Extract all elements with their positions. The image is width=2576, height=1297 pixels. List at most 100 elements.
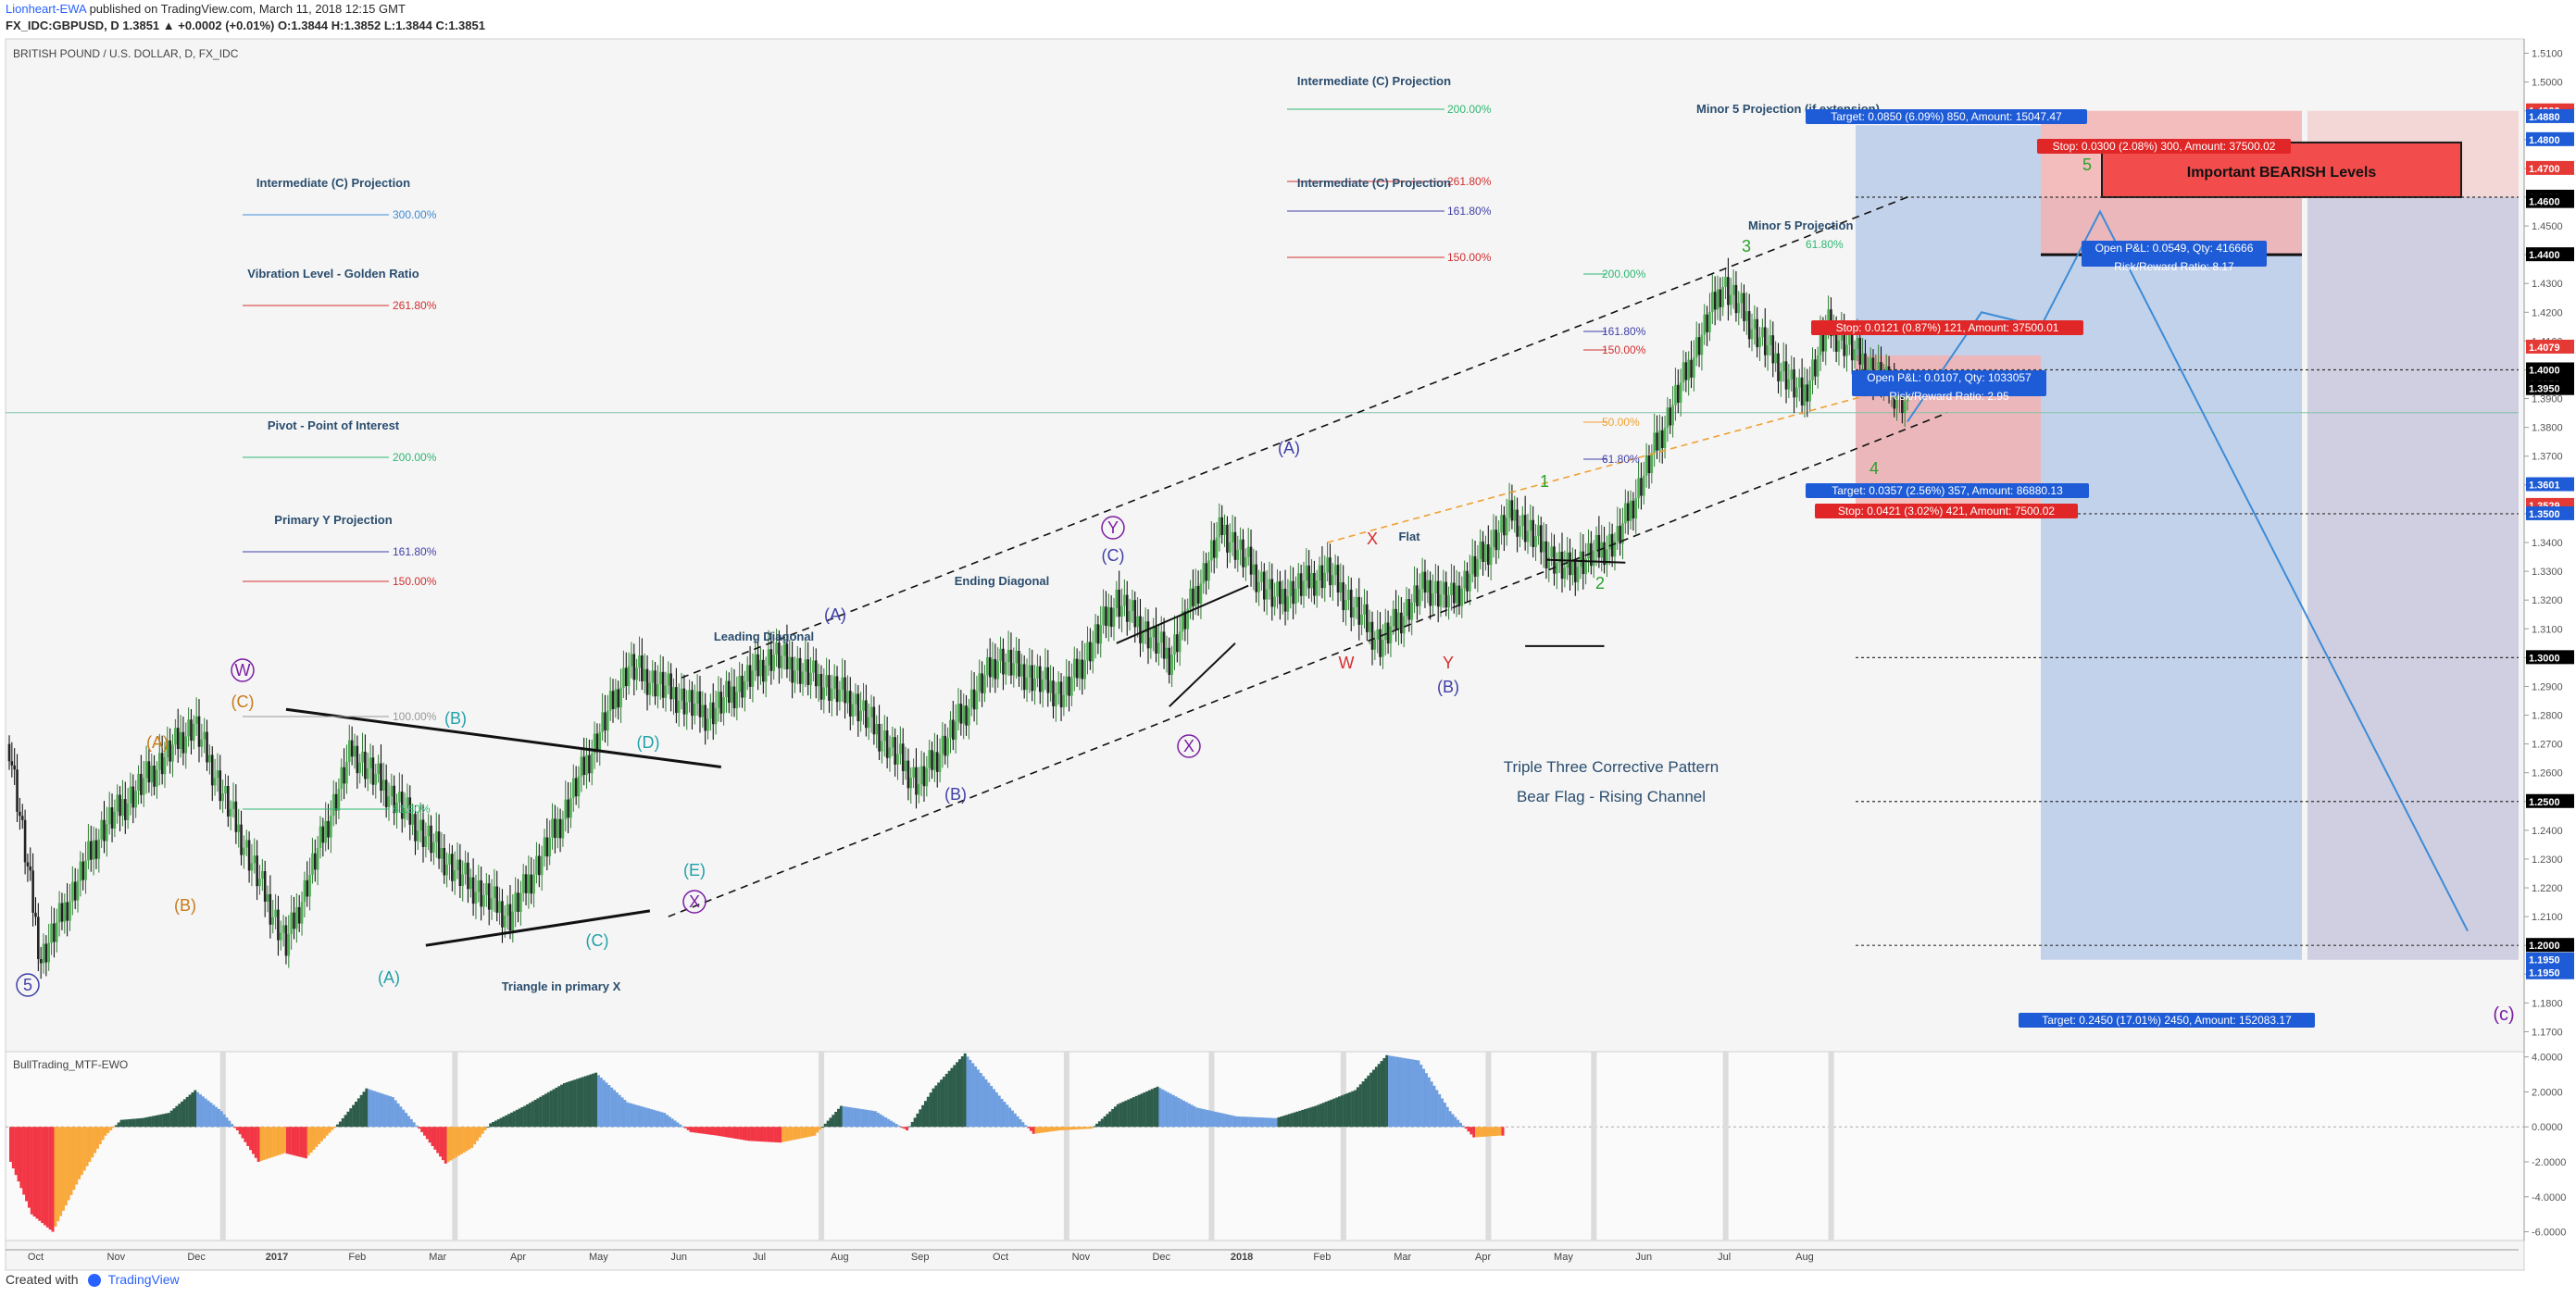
candle-body [872,706,876,735]
oscillator-bar [1200,1108,1204,1128]
author-link[interactable]: Lionheart-EWA [6,2,86,16]
candle-body [1357,596,1361,625]
candle-body [730,686,733,704]
candle-body [986,656,989,676]
oscillator-tick-label: -6.0000 [2532,1228,2566,1239]
oscillator-separator [819,1052,825,1241]
candle-body [1795,387,1798,398]
price-marker-label: 1.4079 [2529,343,2560,354]
candle-body [1072,658,1076,678]
candle-body [319,826,322,849]
candle-body [1107,607,1110,627]
candle-body [1766,344,1769,355]
oscillator-bar [776,1127,780,1143]
price-marker [2526,793,2574,808]
wave-label: W [1339,654,1355,672]
candle-body [247,840,251,871]
oscillator-bar [433,1127,437,1150]
oscillator-bar [441,1127,444,1161]
oscillator-bar [923,1101,927,1128]
oscillator-bar [1407,1058,1410,1128]
candle-body [1333,565,1337,576]
candle-body [754,654,757,671]
candle-body [598,731,602,753]
candle-body [1703,314,1707,335]
oscillator-bar [694,1127,698,1133]
fib-value: 161.80% [393,545,437,558]
candle-body [1587,542,1590,559]
pattern-label: Triangle in primary X [502,979,621,993]
candle-body [719,692,723,714]
oscillator-bar [1422,1068,1426,1128]
oscillator-bar [639,1105,643,1128]
candle-body [432,842,435,854]
oscillator-bar [1013,1113,1017,1128]
candle-body [707,718,709,731]
candle-body [421,819,425,847]
candle-body [1656,432,1658,451]
oscillator-bar [913,1117,917,1128]
diagonal-line [1116,584,1249,644]
candle-body [965,705,968,726]
candle-body [711,702,715,725]
oscillator-bar [879,1114,882,1128]
oscillator-bar [832,1115,835,1128]
oscillator-bar [141,1117,144,1128]
oscillator-bar [958,1059,961,1128]
oscillator-bar [660,1112,664,1128]
oscillator-bar [710,1127,714,1135]
candle-body [263,870,267,902]
candle-body [358,762,361,774]
candle-body [200,739,204,747]
candle-body [1853,349,1857,361]
oscillator-bar [112,1127,116,1129]
candle-body [1028,665,1032,678]
position-tag-text: Stop: 0.0300 (2.08%) 300, Amount: 37500.… [2053,140,2276,153]
oscillator-bar [744,1127,748,1141]
candle-body [1877,362,1880,374]
created-with-text: Created with [6,1272,79,1287]
candle-body [933,752,936,770]
candle-body [181,731,185,754]
candle-body [20,816,24,820]
tradingview-link[interactable]: TradingView [107,1272,180,1287]
oscillator-bar [1435,1090,1439,1128]
candle-body [535,855,538,875]
candle-body [100,819,103,840]
candle-body [904,760,907,771]
candle-body [116,794,119,812]
oscillator-bar [526,1104,530,1128]
fib-title: Intermediate (C) Projection [1297,176,1451,190]
oscillator-bar [834,1111,838,1128]
candle-body [1537,525,1540,537]
oscillator-bar [932,1088,935,1128]
candle-body [545,837,549,857]
oscillator-bar [185,1096,189,1128]
candle-body [334,793,338,811]
oscillator-bar [568,1081,571,1128]
oscillator-bar [212,1104,216,1128]
oscillator-bar [623,1100,627,1128]
candle-body [1022,664,1026,691]
oscillator-bar [368,1089,371,1128]
candle-body [174,728,177,745]
candle-body [1286,596,1290,612]
candle-body [300,902,304,924]
oscillator-bar [515,1109,519,1128]
candle-body [316,848,319,870]
candle-body [113,811,117,829]
oscillator-bar [119,1119,123,1128]
oscillator-bar [1145,1091,1149,1128]
oscillator-bar [175,1105,179,1128]
candle-body [857,693,860,722]
oscillator-bar [610,1087,614,1128]
candle-body [604,712,606,731]
oscillator-bar [557,1086,561,1128]
candle-body [1236,549,1240,560]
oscillator-bar [1408,1059,1412,1128]
position-tag-text: Target: 0.2450 (17.01%) 2450, Amount: 15… [2042,1014,2292,1027]
candle-body [1761,327,1764,338]
oscillator-bar [1493,1127,1496,1137]
oscillator-bar [842,1105,845,1128]
